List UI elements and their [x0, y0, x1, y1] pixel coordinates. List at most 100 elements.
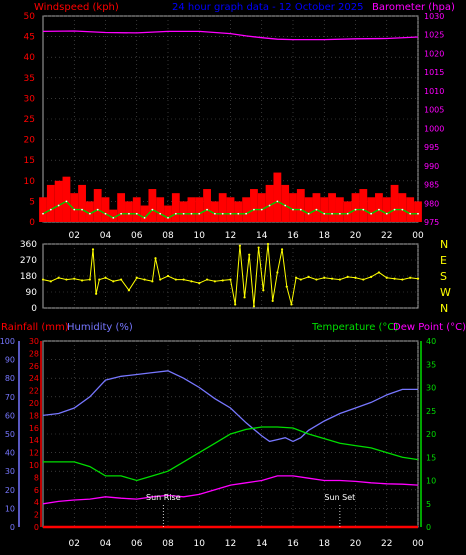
wind-direction-point — [346, 275, 349, 278]
wind-direction-point — [91, 248, 95, 251]
rain-tick-label: 22 — [29, 387, 39, 396]
wind-direction-point — [166, 274, 170, 278]
wind-average-point — [112, 216, 115, 219]
wind-gust-bar — [375, 193, 383, 222]
wind-average-point — [346, 212, 349, 215]
wind-average-point — [143, 216, 146, 219]
wind-gust-bar — [132, 197, 141, 222]
barometer-tick-label: 975 — [424, 218, 439, 227]
wind-average-point — [81, 208, 83, 211]
wind-average-point — [49, 208, 52, 211]
temperature-tick-label: 0 — [426, 523, 431, 532]
wind-average-point — [174, 212, 177, 215]
barometer-tick-label: 995 — [424, 143, 439, 152]
rain-tick-label: 4 — [34, 498, 39, 507]
wind-direction-point — [88, 278, 91, 281]
wind-gust-bar — [93, 189, 102, 222]
wind-direction-point — [416, 277, 420, 280]
wind-gust-bar — [78, 184, 86, 222]
wind-average-point — [135, 212, 138, 215]
wind-average-point — [417, 212, 419, 215]
wind-average-point — [299, 208, 302, 211]
x-tick-label: 08 — [162, 231, 174, 241]
wind-direction-point — [151, 280, 154, 283]
wind-direction-point — [385, 276, 388, 279]
wind-gust-bar — [257, 193, 266, 222]
wind-gust-bar — [351, 193, 360, 222]
temperature-tick-label: 35 — [426, 360, 436, 369]
x-tick-label: 00 — [412, 231, 424, 241]
x-tick-label: 14 — [256, 231, 268, 241]
wind-gust-bar — [390, 184, 399, 222]
rain-tick-label: 2 — [34, 511, 39, 520]
temperature-tick-label: 5 — [426, 500, 431, 509]
wind-direction-point — [234, 303, 237, 306]
wind-average-point — [198, 212, 201, 215]
wind-gust-bar — [156, 197, 165, 222]
humidity-axis-label: Humidity (%) — [67, 322, 133, 333]
direction-tick-label: 270 — [20, 256, 37, 266]
wind-average-point — [57, 204, 60, 207]
temperature-tick-label: 15 — [426, 453, 436, 462]
wind-tick-label: 30 — [24, 94, 36, 104]
wind-average-point — [229, 212, 232, 215]
x-tick-label: 08 — [162, 539, 174, 549]
wind-average-point — [237, 212, 240, 215]
wind-average-point — [354, 208, 357, 211]
wind-direction-point — [280, 248, 284, 251]
wind-tick-label: 0 — [29, 218, 35, 228]
wind-direction-point — [262, 289, 265, 292]
direction-tick-label: 0 — [31, 304, 37, 314]
wind-gust-bar — [125, 201, 133, 222]
rain-tick-label: 28 — [29, 349, 39, 358]
dew-point-line — [42, 475, 419, 505]
x-tick-label: 06 — [131, 231, 143, 241]
wind-direction-point — [271, 299, 274, 302]
x-tick-label: 12 — [225, 539, 236, 549]
temperature-tick-label: 25 — [426, 407, 436, 416]
wind-gust-bar — [85, 201, 94, 222]
wind-average-point — [284, 204, 287, 207]
wind-gust-bar — [281, 184, 290, 222]
wind-gust-bar — [312, 193, 321, 222]
barometer-line — [42, 30, 419, 41]
temperature-tick-label: 10 — [426, 477, 436, 486]
wind-direction-point — [266, 242, 270, 246]
wind-gust-bar — [210, 201, 219, 222]
wind-gust-bar — [70, 193, 79, 222]
wind-gust-bar — [273, 172, 282, 222]
wind-gust-bar — [359, 189, 368, 222]
x-tick-label: 10 — [194, 539, 206, 549]
wind-direction-point — [299, 278, 302, 281]
wind-average-point — [307, 212, 310, 215]
wind-gust-bar — [46, 184, 55, 222]
wind-average-point — [213, 212, 216, 215]
x-tick-label: 18 — [319, 539, 331, 549]
wind-average-point — [253, 208, 255, 211]
rain-tick-label: 30 — [29, 337, 39, 346]
rain-tick-label: 16 — [29, 424, 39, 433]
wind-tick-label: 40 — [24, 53, 36, 63]
compass-label: N — [440, 238, 448, 251]
wind-average-point — [268, 204, 271, 207]
wind-gust-bar — [234, 201, 243, 222]
humidity-tick-label: 30 — [5, 467, 15, 476]
wind-average-point — [167, 216, 169, 219]
wind-average-point — [292, 208, 294, 211]
wind-direction-point — [252, 305, 256, 308]
wind-average-point — [378, 208, 380, 211]
humidity-tick-label: 10 — [5, 504, 15, 513]
rain-tick-label: 26 — [29, 362, 39, 371]
wind-tick-label: 25 — [24, 115, 35, 125]
wind-gust-bar — [250, 189, 258, 222]
wind-tick-label: 15 — [24, 156, 35, 166]
wind-direction-point — [73, 277, 76, 280]
wind-direction-point — [229, 278, 232, 281]
rainfall-axis-label: Rainfall (mm) — [1, 322, 69, 333]
wind-direction-point — [248, 253, 251, 256]
wind-gust-bar — [343, 201, 352, 222]
wind-tick-label: 45 — [24, 33, 35, 43]
wind-direction-point — [120, 278, 123, 281]
wind-gust-bar — [109, 209, 118, 222]
